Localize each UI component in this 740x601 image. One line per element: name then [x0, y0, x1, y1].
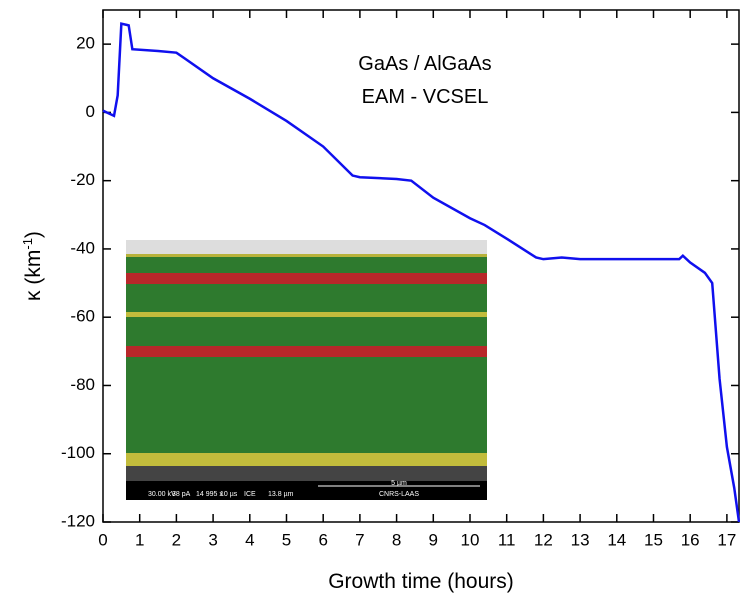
x-tick-label: 8: [392, 530, 401, 549]
x-tick-label: 1: [135, 530, 144, 549]
x-tick-label: 3: [208, 530, 217, 549]
lab-text: CNRS-LAAS: [379, 491, 419, 498]
x-tick-label: 7: [355, 530, 364, 549]
x-axis-label: Growth time (hours): [328, 570, 514, 593]
x-tick-label: 6: [318, 530, 327, 549]
y-tick-label: -120: [61, 511, 95, 530]
inset-layer: [126, 273, 487, 284]
x-tick-label: 10: [461, 530, 480, 549]
x-tick-label: 12: [534, 530, 553, 549]
y-tick-label: -20: [70, 170, 95, 189]
inset-field: ICE: [244, 491, 256, 498]
plot-frame: [102, 9, 740, 523]
inset-layer: [126, 254, 487, 257]
inset-field: 13.8 µm: [268, 491, 294, 498]
x-tick-label: 14: [607, 530, 626, 549]
y-label-text: κ (km: [22, 250, 45, 301]
y-tick-label: -100: [61, 443, 95, 462]
x-tick-label: 15: [644, 530, 663, 549]
y-tick-label: 20: [76, 34, 95, 53]
inset-field: 10 µs: [220, 491, 238, 498]
y-axis-label: κ (km-1): [20, 231, 45, 301]
annotation: EAM - VCSEL: [362, 86, 489, 108]
y-label-sup: -1: [20, 238, 35, 250]
y-tick-label: -60: [70, 307, 95, 326]
x-tick-label: 11: [498, 530, 516, 549]
x-tick-label: 4: [245, 530, 254, 549]
inset-field: 30.00 kV: [148, 491, 176, 498]
inset-layer: [126, 453, 487, 466]
inset-top: [126, 240, 487, 254]
y-tick-label: -80: [70, 375, 95, 394]
x-tick-label: 16: [681, 530, 700, 549]
inset-field: 38 pA: [172, 491, 191, 498]
y-label-close: ): [22, 231, 45, 238]
x-tick-label: 5: [282, 530, 291, 549]
inset-layer: [126, 466, 487, 481]
y-tick-label: -40: [70, 238, 95, 257]
x-tick-label: 0: [98, 530, 107, 549]
data-line: [102, 22, 740, 523]
annotation: GaAs / AlGaAs: [358, 53, 491, 75]
y-tick-label: 0: [86, 102, 95, 121]
scale-text: 5 µm: [391, 480, 407, 487]
x-tick-label: 17: [717, 530, 736, 549]
x-tick-label: 9: [429, 530, 438, 549]
inset-layer: [126, 346, 487, 357]
x-tick-label: 13: [571, 530, 590, 549]
inset-field: 14 995 x: [196, 491, 223, 498]
inset-layer: [126, 312, 487, 317]
x-tick-label: 2: [172, 530, 181, 549]
